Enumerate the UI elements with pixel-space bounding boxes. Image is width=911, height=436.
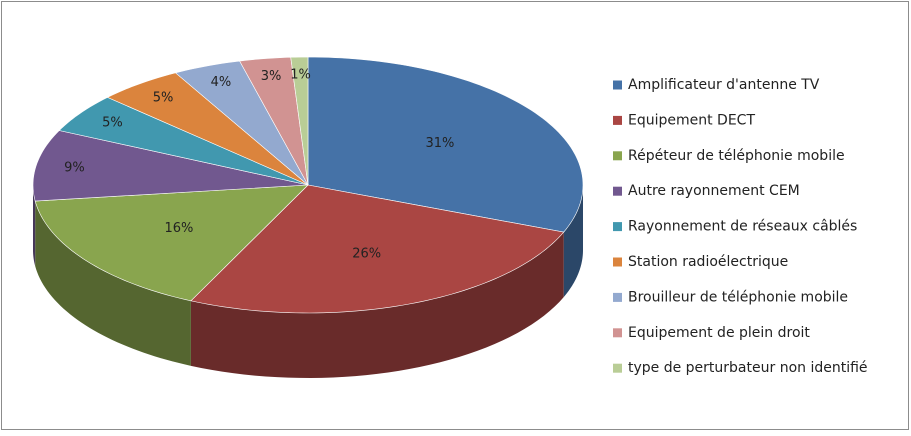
pie-slice [106,72,309,186]
pie-slice [34,184,309,302]
data-label: 5% [102,116,123,131]
legend-label: Rayonnement de réseaux câblés [628,219,857,235]
pie-slice-side [563,185,583,298]
data-label: 5% [153,91,174,106]
data-label: 9% [64,160,85,175]
legend-label: Répéteur de téléphonie mobile [628,148,845,164]
legend-swatch [613,222,622,232]
legend-label: type de perturbateur non identifié [628,360,868,376]
legend-label: Station radioélectrique [628,254,788,270]
pie-slice [190,184,565,314]
legend-swatch [613,257,622,267]
pie-slice-side [190,232,564,378]
legend-label: Autre rayonnement CEM [628,183,800,199]
data-label: 26% [352,247,381,262]
data-label: 4% [211,75,232,90]
legend-label: Equipement DECT [628,112,755,128]
pie-slice [290,56,309,186]
pie-slice [239,56,309,186]
legend-label: Equipement de plein droit [628,325,810,341]
legend-swatch [613,292,622,302]
pie-slice [58,97,309,186]
legend-swatch [613,186,622,196]
pie-slice [174,60,309,186]
pie-slice-side [35,201,191,366]
pie-slice [307,56,584,233]
data-label: 31% [425,136,454,151]
legend-swatch [613,328,622,338]
data-label: 3% [261,69,282,84]
legend-swatch [613,80,622,90]
data-label: 16% [165,221,194,236]
legend-swatch [613,115,622,125]
legend-label: Brouilleur de téléphonie mobile [628,289,848,305]
pie-slice-side [33,185,36,267]
legend-label: Amplificateur d'antenne TV [628,77,820,93]
legend-swatch [613,151,622,161]
legend-swatch [613,363,622,373]
pie-slice [32,130,309,202]
data-label: 1% [290,67,311,82]
